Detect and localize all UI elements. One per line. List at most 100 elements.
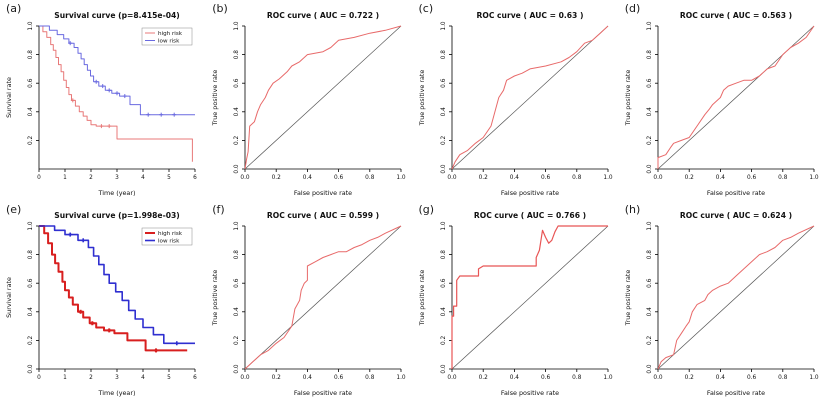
x-tick-label: 1.0 [397, 175, 407, 181]
panel-a: (a) Survival curve (p=8.415e-04) 0 1 2 3 4 5 6 0.… [0, 0, 206, 201]
x-tick-label: 1 [63, 175, 67, 181]
y-axis-title: True positive rate [211, 69, 219, 126]
x-tick-label: 0.4 [509, 175, 519, 181]
x-tick-label: 3 [115, 175, 119, 181]
y-tick-label: 0.0 [28, 364, 34, 374]
y-tick-label: 0.6 [441, 78, 447, 88]
y-tick-label: 0.8 [441, 250, 447, 260]
x-tick-label: 3 [115, 375, 119, 381]
x-tick-label: 0.2 [684, 175, 694, 181]
x-tick-label: 0.2 [478, 375, 488, 381]
y-tick-label: 0.8 [28, 49, 34, 59]
y-tick-label: 0.4 [647, 307, 653, 317]
x-tick-label: 0.8 [778, 375, 788, 381]
y-tick-label: 1.0 [441, 21, 447, 31]
diagonal-reference-line [451, 25, 608, 169]
x-tick-label: 5 [167, 375, 171, 381]
legend-label-high-risk: high risk [158, 31, 183, 37]
y-axis-title: True positive rate [624, 270, 632, 327]
y-tick-label: 0.0 [234, 164, 240, 174]
x-tick-label: 0.8 [366, 375, 376, 381]
x-tick-label: 0.8 [366, 175, 376, 181]
survival-curve-low-risk [39, 25, 196, 115]
x-tick-label: 2 [89, 375, 93, 381]
x-tick-label: 0.6 [747, 175, 757, 181]
y-tick-label: 0.4 [28, 106, 34, 116]
panel-f: (f) ROC curve ( AUC = 0.599 ) 0.0 0.2 0.4 0.6… [206, 201, 412, 401]
y-tick-label: 0.8 [647, 250, 653, 260]
x-tick-label: 1.0 [809, 375, 819, 381]
x-tick-label: 0.8 [572, 175, 582, 181]
y-axis-title: True positive rate [211, 270, 219, 327]
x-tick-label: 0.6 [334, 375, 344, 381]
panel-title-c: ROC curve ( AUC = 0.63 ) [476, 11, 583, 20]
panel-label-f: (f) [212, 202, 225, 216]
y-tick-label: 0.4 [441, 106, 447, 116]
x-tick-label: 0.4 [716, 175, 726, 181]
x-tick-label: 1.0 [603, 175, 613, 181]
y-tick-label: 0.8 [234, 49, 240, 59]
roc-curve [245, 225, 402, 370]
x-tick-label: 0.6 [334, 175, 344, 181]
y-tick-label: 1.0 [234, 221, 240, 231]
panel-label-g: (g) [418, 202, 435, 216]
x-tick-label: 0.2 [684, 375, 694, 381]
y-tick-label: 0.2 [647, 135, 653, 145]
survival-curve-high-risk [39, 25, 194, 162]
roc-curve [451, 25, 608, 169]
x-tick-label: 0.6 [541, 175, 551, 181]
y-axis-title: True positive rate [418, 270, 426, 327]
panel-title-d: ROC curve ( AUC = 0.563 ) [680, 11, 792, 20]
x-tick-label: 2 [89, 175, 93, 181]
y-axis-title: True positive rate [418, 69, 426, 126]
plot-b: ROC curve ( AUC = 0.722 ) 0.0 0.2 0.4 0.6 0.8… [211, 11, 407, 197]
y-tick-label: 0.4 [234, 307, 240, 317]
y-tick-label: 1.0 [28, 21, 34, 31]
panel-title-f: ROC curve ( AUC = 0.599 ) [267, 211, 379, 220]
y-tick-label: 0.4 [234, 106, 240, 116]
panel-label-e: (e) [6, 202, 22, 216]
diagonal-reference-line [245, 25, 402, 169]
plot-d: ROC curve ( AUC = 0.563 ) 0.0 0.2 0.4 0.6 0.8… [624, 11, 819, 197]
panel-label-b: (b) [212, 2, 228, 15]
panel-label-d: (d) [624, 2, 641, 15]
x-tick-label: 0.0 [241, 175, 251, 181]
y-tick-label: 0.8 [234, 250, 240, 260]
x-axis-title: False positive rate [501, 189, 559, 197]
x-tick-label: 0 [37, 175, 41, 181]
panel-title-h: ROC curve ( AUC = 0.624 ) [680, 211, 792, 220]
panel-label-c: (c) [418, 2, 434, 15]
y-tick-label: 0.0 [234, 364, 240, 374]
x-tick-label: 1 [63, 375, 67, 381]
y-tick-label: 0.2 [234, 335, 240, 345]
x-tick-label: 0.8 [778, 175, 788, 181]
x-axis-title: Time (year) [98, 389, 136, 397]
x-tick-label: 0.0 [241, 375, 251, 381]
plot-f: ROC curve ( AUC = 0.599 ) 0.0 0.2 0.4 0.6 0.8… [211, 211, 406, 397]
x-tick-label: 4 [141, 375, 145, 381]
plot-g: ROC curve ( AUC = 0.766 ) 0.0 0.2 0.4 0.6 0.8… [418, 211, 613, 397]
y-tick-label: 0.0 [647, 364, 653, 374]
diagonal-reference-line [657, 225, 815, 370]
survival-curve-low-risk [39, 225, 196, 345]
x-tick-label: 0.2 [272, 375, 282, 381]
roc-curve [657, 225, 815, 370]
y-tick-label: 1.0 [28, 221, 34, 231]
x-tick-label: 4 [141, 175, 145, 181]
roc-curve [244, 25, 402, 169]
x-axis-title: Time (year) [98, 189, 136, 197]
x-tick-label: 0.6 [747, 375, 757, 381]
x-tick-label: 6 [193, 375, 197, 381]
y-tick-label: 0.2 [28, 135, 34, 145]
panel-label-h: (h) [624, 202, 641, 216]
panel-label-a: (a) [6, 2, 22, 15]
x-tick-label: 0.4 [716, 375, 726, 381]
x-tick-label: 0.4 [303, 175, 313, 181]
y-tick-label: 0.2 [234, 135, 240, 145]
x-tick-label: 0.0 [447, 375, 457, 381]
y-tick-label: 0.8 [441, 49, 447, 59]
y-tick-label: 0.0 [647, 164, 653, 174]
diagonal-reference-line [451, 225, 608, 370]
y-tick-label: 0.2 [441, 335, 447, 345]
